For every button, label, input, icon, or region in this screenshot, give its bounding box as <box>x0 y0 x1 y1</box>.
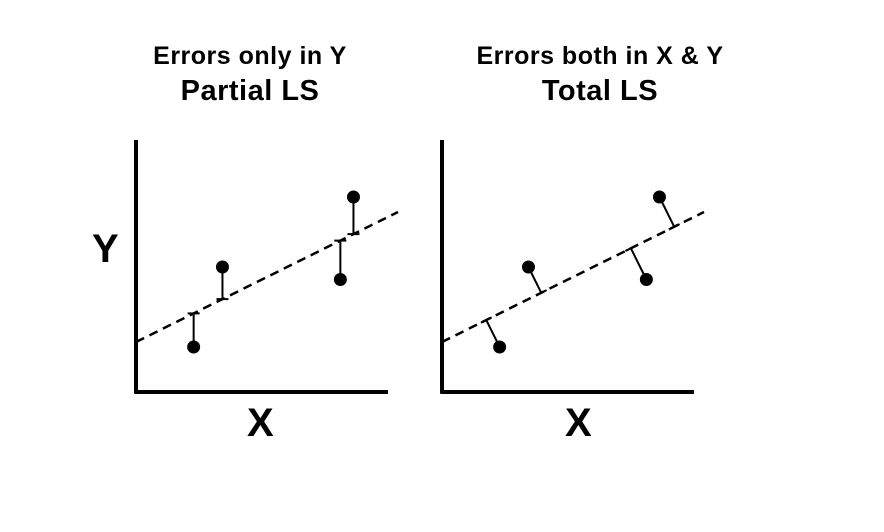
left-x-axis-label: X <box>247 401 274 445</box>
left-data-point-1 <box>187 340 201 354</box>
right-title-line2: Total LS <box>541 75 659 107</box>
right-residual-cap-3 <box>625 244 637 252</box>
left-data-point-2 <box>215 260 229 274</box>
left-data-point-3 <box>333 273 347 286</box>
right-data-point-3 <box>639 273 653 286</box>
right-data-point-4 <box>652 190 666 204</box>
left-title-line1: Errors only in Y <box>153 42 347 70</box>
right-residual-cap-1 <box>480 316 493 324</box>
right-title-line1: Errors both in X & Y <box>476 42 724 70</box>
right-residual-cap-2 <box>535 289 548 297</box>
left-data-point-4 <box>346 190 360 204</box>
left-fit-line <box>135 210 399 344</box>
left-title-line2: Partial LS <box>180 75 320 107</box>
y-axis-label: Y <box>92 227 119 271</box>
right-data-point-2 <box>521 260 535 274</box>
right-residual-cap-4 <box>668 223 681 231</box>
right-data-point-1 <box>493 340 507 354</box>
right-x-axis-label: X <box>565 401 592 445</box>
